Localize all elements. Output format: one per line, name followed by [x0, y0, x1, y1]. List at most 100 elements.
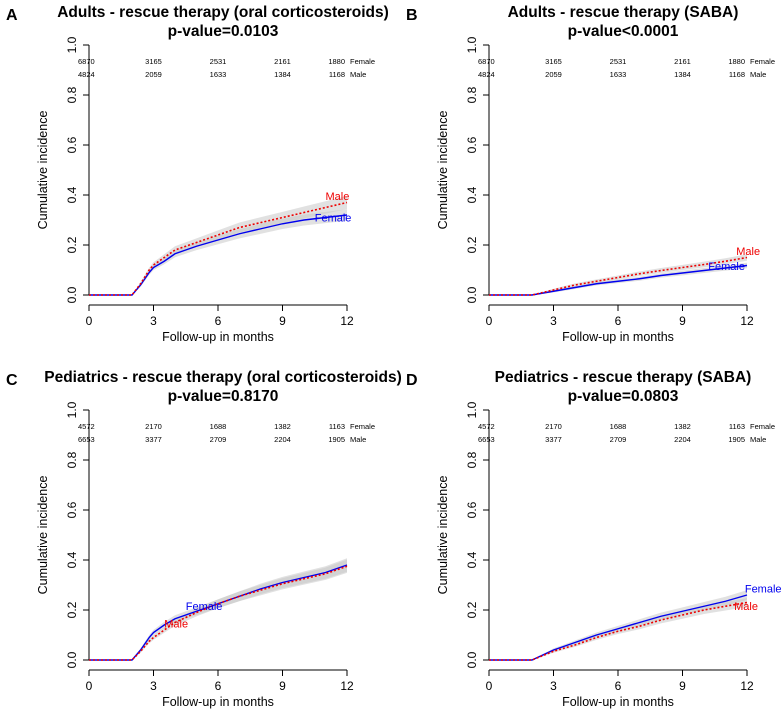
x-tick-label: 3: [550, 679, 557, 693]
confidence-band: [89, 209, 347, 295]
chart-subtitle: p-value=0.0803: [568, 388, 679, 405]
series-line-male: [89, 201, 348, 296]
x-axis-label: Follow-up in months: [162, 330, 274, 344]
risk-count: 3165: [145, 57, 162, 66]
x-tick-label: 3: [550, 314, 557, 328]
series-label-female: Female: [745, 584, 781, 596]
y-tick-label: 0.6: [465, 136, 479, 153]
series-label-male: Male: [326, 191, 350, 203]
risk-count: 1688: [210, 422, 227, 431]
panel-d: D Pediatrics - rescue therapy (SABA) p-val…: [406, 369, 781, 709]
y-tick-label: 0.6: [465, 501, 479, 518]
x-tick-label: 9: [679, 679, 686, 693]
panel-b: B Adults - rescue therapy (SABA) p-value<0…: [406, 4, 775, 344]
risk-count: 2204: [674, 435, 691, 444]
x-tick-label: 3: [150, 314, 157, 328]
x-axis-label: Follow-up in months: [162, 695, 274, 709]
x-tick-label: 9: [679, 314, 686, 328]
x-tick-label: 6: [215, 679, 222, 693]
x-tick-label: 12: [340, 679, 354, 693]
series-line-female: [89, 564, 348, 661]
x-tick-label: 0: [86, 679, 93, 693]
y-axis-label: Cumulative incidence: [36, 476, 50, 595]
y-tick-label: 0.6: [65, 501, 79, 518]
risk-count: 2531: [610, 57, 627, 66]
series-line-male: [489, 256, 748, 296]
risk-count: 6653: [78, 435, 95, 444]
risk-row-label: Female: [350, 57, 375, 66]
x-tick-label: 9: [279, 679, 286, 693]
risk-count: 2204: [274, 435, 291, 444]
y-tick-label: 0.4: [465, 551, 479, 568]
risk-row-label: Female: [350, 422, 375, 431]
chart-title: Pediatrics - rescue therapy (oral cortic…: [44, 369, 401, 386]
series-line-female: [489, 594, 748, 661]
risk-count: 1384: [674, 70, 691, 79]
series-line-female: [89, 214, 348, 296]
risk-count: 1168: [329, 70, 345, 79]
y-tick-label: 1.0: [465, 36, 479, 53]
risk-count: 4824: [78, 70, 95, 79]
confidence-band: [489, 262, 747, 295]
series-line-female: [489, 264, 748, 296]
chart-title: Adults - rescue therapy (SABA): [508, 4, 739, 21]
panel-letter: A: [6, 7, 18, 24]
y-tick-label: 1.0: [465, 401, 479, 418]
y-tick-label: 0.8: [465, 86, 479, 103]
series-label-male: Male: [164, 619, 188, 631]
risk-count: 1688: [610, 422, 627, 431]
panel-a: A Adults - rescue therapy (oral corticost…: [6, 4, 389, 344]
risk-count: 3377: [145, 435, 162, 444]
risk-count: 2161: [274, 57, 291, 66]
risk-row-label: Female: [750, 57, 775, 66]
risk-row-label: Male: [350, 435, 366, 444]
risk-count: 1163: [729, 422, 745, 431]
risk-count: 3377: [545, 435, 562, 444]
risk-count: 6870: [478, 57, 495, 66]
panel-letter: B: [406, 7, 418, 24]
y-tick-label: 0.6: [65, 136, 79, 153]
series-label-male: Male: [736, 246, 760, 258]
risk-count: 1168: [729, 70, 745, 79]
risk-count: 2161: [674, 57, 691, 66]
confidence-band: [89, 559, 347, 660]
risk-count: 2170: [545, 422, 562, 431]
y-axis-label: Cumulative incidence: [436, 111, 450, 230]
risk-count: 1633: [610, 70, 627, 79]
series-line-male: [89, 565, 348, 661]
x-tick-label: 3: [150, 679, 157, 693]
risk-row-label: Female: [750, 422, 775, 431]
panel-c: C Pediatrics - rescue therapy (oral corti…: [6, 369, 402, 709]
y-tick-label: 1.0: [65, 401, 79, 418]
y-tick-label: 1.0: [65, 36, 79, 53]
risk-count: 4572: [478, 422, 495, 431]
series-label-female: Female: [708, 261, 745, 273]
x-tick-label: 0: [486, 314, 493, 328]
series-line-male: [489, 601, 748, 661]
y-tick-label: 0.8: [65, 451, 79, 468]
risk-count: 1905: [728, 435, 745, 444]
risk-count: 2709: [210, 435, 227, 444]
series-label-female: Female: [186, 601, 223, 613]
series-label-female: Female: [315, 212, 352, 224]
y-tick-label: 0.4: [65, 551, 79, 568]
risk-row-label: Male: [750, 435, 766, 444]
confidence-band: [89, 195, 347, 295]
risk-count: 2709: [610, 435, 627, 444]
x-tick-label: 12: [740, 679, 754, 693]
panel-letter: C: [6, 372, 18, 389]
x-tick-label: 6: [615, 679, 622, 693]
y-tick-label: 0.8: [65, 86, 79, 103]
risk-count: 1880: [328, 57, 345, 66]
risk-count: 6653: [478, 435, 495, 444]
y-tick-label: 0.4: [65, 186, 79, 203]
x-tick-label: 6: [215, 314, 222, 328]
chart-title: Pediatrics - rescue therapy (SABA): [495, 369, 752, 386]
x-tick-label: 6: [615, 314, 622, 328]
x-tick-label: 0: [86, 314, 93, 328]
y-tick-label: 0.0: [65, 651, 79, 668]
risk-count: 1384: [274, 70, 291, 79]
y-axis-label: Cumulative incidence: [436, 476, 450, 595]
risk-row-label: Male: [750, 70, 766, 79]
